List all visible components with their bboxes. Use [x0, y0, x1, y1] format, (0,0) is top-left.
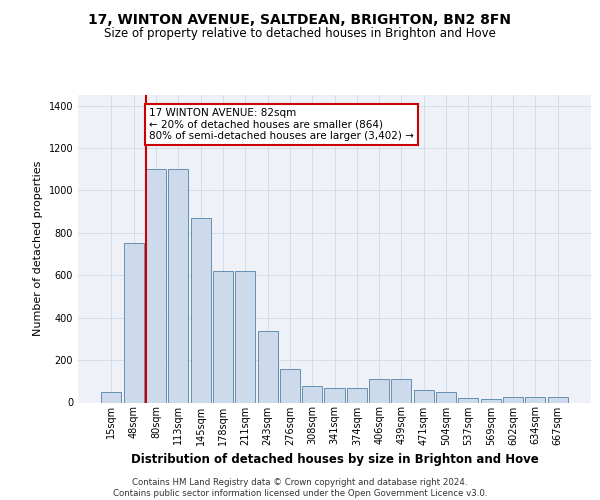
Bar: [146, 169, 166, 402]
Bar: [302, 386, 322, 402]
Text: 17 WINTON AVENUE: 82sqm
← 20% of detached houses are smaller (864)
80% of semi-d: 17 WINTON AVENUE: 82sqm ← 20% of detache…: [149, 108, 414, 141]
Bar: [481, 398, 501, 402]
Bar: [369, 379, 389, 402]
Bar: [548, 396, 568, 402]
Bar: [168, 169, 188, 402]
Bar: [280, 368, 300, 402]
Bar: [235, 271, 255, 402]
Bar: [257, 332, 278, 402]
Bar: [124, 244, 144, 402]
Text: Size of property relative to detached houses in Brighton and Hove: Size of property relative to detached ho…: [104, 28, 496, 40]
Bar: [191, 218, 211, 402]
Bar: [347, 388, 367, 402]
Bar: [525, 396, 545, 402]
Text: Contains HM Land Registry data © Crown copyright and database right 2024.
Contai: Contains HM Land Registry data © Crown c…: [113, 478, 487, 498]
Bar: [458, 398, 478, 402]
Bar: [436, 392, 456, 402]
Bar: [213, 271, 233, 402]
Bar: [503, 396, 523, 402]
Bar: [414, 390, 434, 402]
Y-axis label: Number of detached properties: Number of detached properties: [33, 161, 43, 336]
Bar: [391, 379, 412, 402]
Bar: [325, 388, 344, 402]
Bar: [101, 392, 121, 402]
Text: 17, WINTON AVENUE, SALTDEAN, BRIGHTON, BN2 8FN: 17, WINTON AVENUE, SALTDEAN, BRIGHTON, B…: [89, 12, 511, 26]
X-axis label: Distribution of detached houses by size in Brighton and Hove: Distribution of detached houses by size …: [131, 453, 538, 466]
